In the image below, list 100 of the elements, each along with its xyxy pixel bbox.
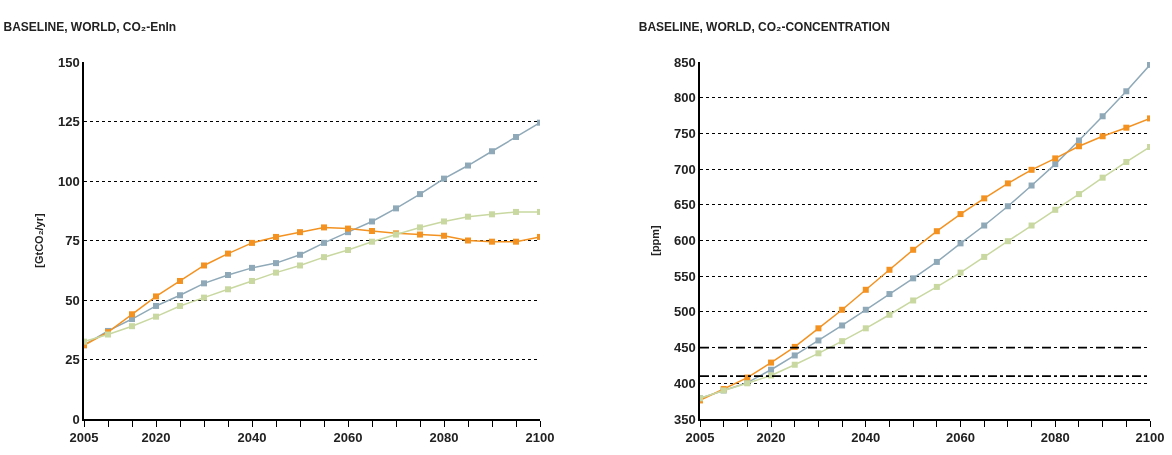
point	[768, 359, 775, 366]
point	[1052, 161, 1059, 168]
point	[1028, 166, 1035, 173]
point	[981, 195, 988, 202]
point	[297, 251, 303, 258]
point	[273, 269, 279, 276]
x-tick-label: 2060	[946, 430, 975, 446]
point	[910, 297, 917, 304]
point	[321, 224, 327, 231]
point	[369, 218, 375, 225]
point	[225, 272, 231, 279]
point	[1075, 143, 1082, 150]
point	[489, 211, 495, 218]
x-tick-label: 2020	[756, 430, 786, 446]
y-axis-title: [GtCO₂/yr]	[33, 212, 46, 268]
point	[910, 246, 917, 253]
x-tick-label: 2040	[237, 430, 267, 446]
point	[345, 225, 351, 232]
point	[513, 208, 519, 215]
point	[153, 313, 159, 320]
y-tick-label: 600	[673, 233, 696, 249]
point	[441, 175, 447, 182]
y-tick-label: 100	[57, 173, 80, 189]
point	[249, 239, 255, 246]
point	[417, 231, 423, 238]
point	[297, 262, 303, 269]
point	[957, 269, 964, 276]
x-tick-label: 2040	[851, 430, 881, 446]
point	[273, 233, 279, 240]
point	[815, 350, 822, 357]
point	[489, 148, 495, 155]
point	[321, 254, 327, 261]
point	[201, 280, 207, 287]
x-tick-label: 2100	[1135, 430, 1165, 446]
x-tick-label: 2100	[525, 430, 555, 446]
point	[417, 191, 423, 198]
point	[839, 322, 846, 329]
point	[933, 283, 940, 290]
y-tick-label: 850	[673, 54, 696, 70]
point	[513, 238, 519, 245]
point	[513, 133, 519, 140]
y-tick-label: 125	[57, 114, 80, 130]
point	[862, 306, 869, 313]
point	[933, 258, 940, 265]
point	[297, 229, 303, 236]
y-tick-label: 50	[65, 292, 80, 308]
point	[129, 323, 135, 330]
y-tick-label: 750	[673, 125, 696, 141]
point	[201, 262, 207, 269]
point	[1075, 191, 1082, 198]
y-tick-label: 450	[673, 340, 696, 356]
point	[177, 277, 183, 284]
point	[1099, 133, 1106, 140]
point	[441, 218, 447, 225]
x-tick-label: 2080	[429, 430, 459, 446]
point	[225, 286, 231, 293]
chart-title: BASELINE, WORLD, CO₂-CONCENTRATION	[638, 20, 890, 35]
point	[201, 294, 207, 301]
point	[957, 240, 964, 247]
point	[815, 325, 822, 332]
point	[369, 238, 375, 245]
point	[886, 311, 893, 318]
point	[1028, 182, 1035, 189]
point	[1123, 158, 1130, 165]
point	[225, 250, 231, 257]
point	[862, 325, 869, 332]
point	[1123, 88, 1130, 95]
point	[1052, 206, 1059, 213]
point	[886, 291, 893, 298]
point	[1004, 203, 1011, 210]
point	[1052, 155, 1059, 162]
y-tick-label: 75	[65, 233, 80, 249]
point	[886, 266, 893, 273]
y-tick-label: 150	[57, 54, 80, 70]
point	[465, 213, 471, 220]
x-tick-label: 2020	[141, 430, 171, 446]
point	[839, 306, 846, 313]
point	[1004, 238, 1011, 245]
point	[177, 292, 183, 299]
point	[441, 232, 447, 239]
point	[489, 238, 495, 245]
point	[249, 277, 255, 284]
point	[839, 338, 846, 345]
point	[1099, 113, 1106, 120]
point	[957, 211, 964, 218]
y-axis-title: [ppm]	[649, 224, 662, 256]
y-tick-label: 700	[673, 161, 696, 177]
point	[862, 286, 869, 293]
point	[273, 260, 279, 267]
point	[177, 302, 183, 309]
x-tick-label: 2080	[1040, 430, 1070, 446]
point	[1004, 180, 1011, 187]
point	[249, 264, 255, 271]
point	[465, 237, 471, 244]
chart-title: BASELINE, WORLD, CO₂-Enln	[3, 20, 177, 35]
y-tick-label: 650	[673, 197, 696, 213]
point	[1123, 124, 1130, 131]
point	[345, 247, 351, 254]
point	[465, 162, 471, 169]
point	[981, 253, 988, 260]
